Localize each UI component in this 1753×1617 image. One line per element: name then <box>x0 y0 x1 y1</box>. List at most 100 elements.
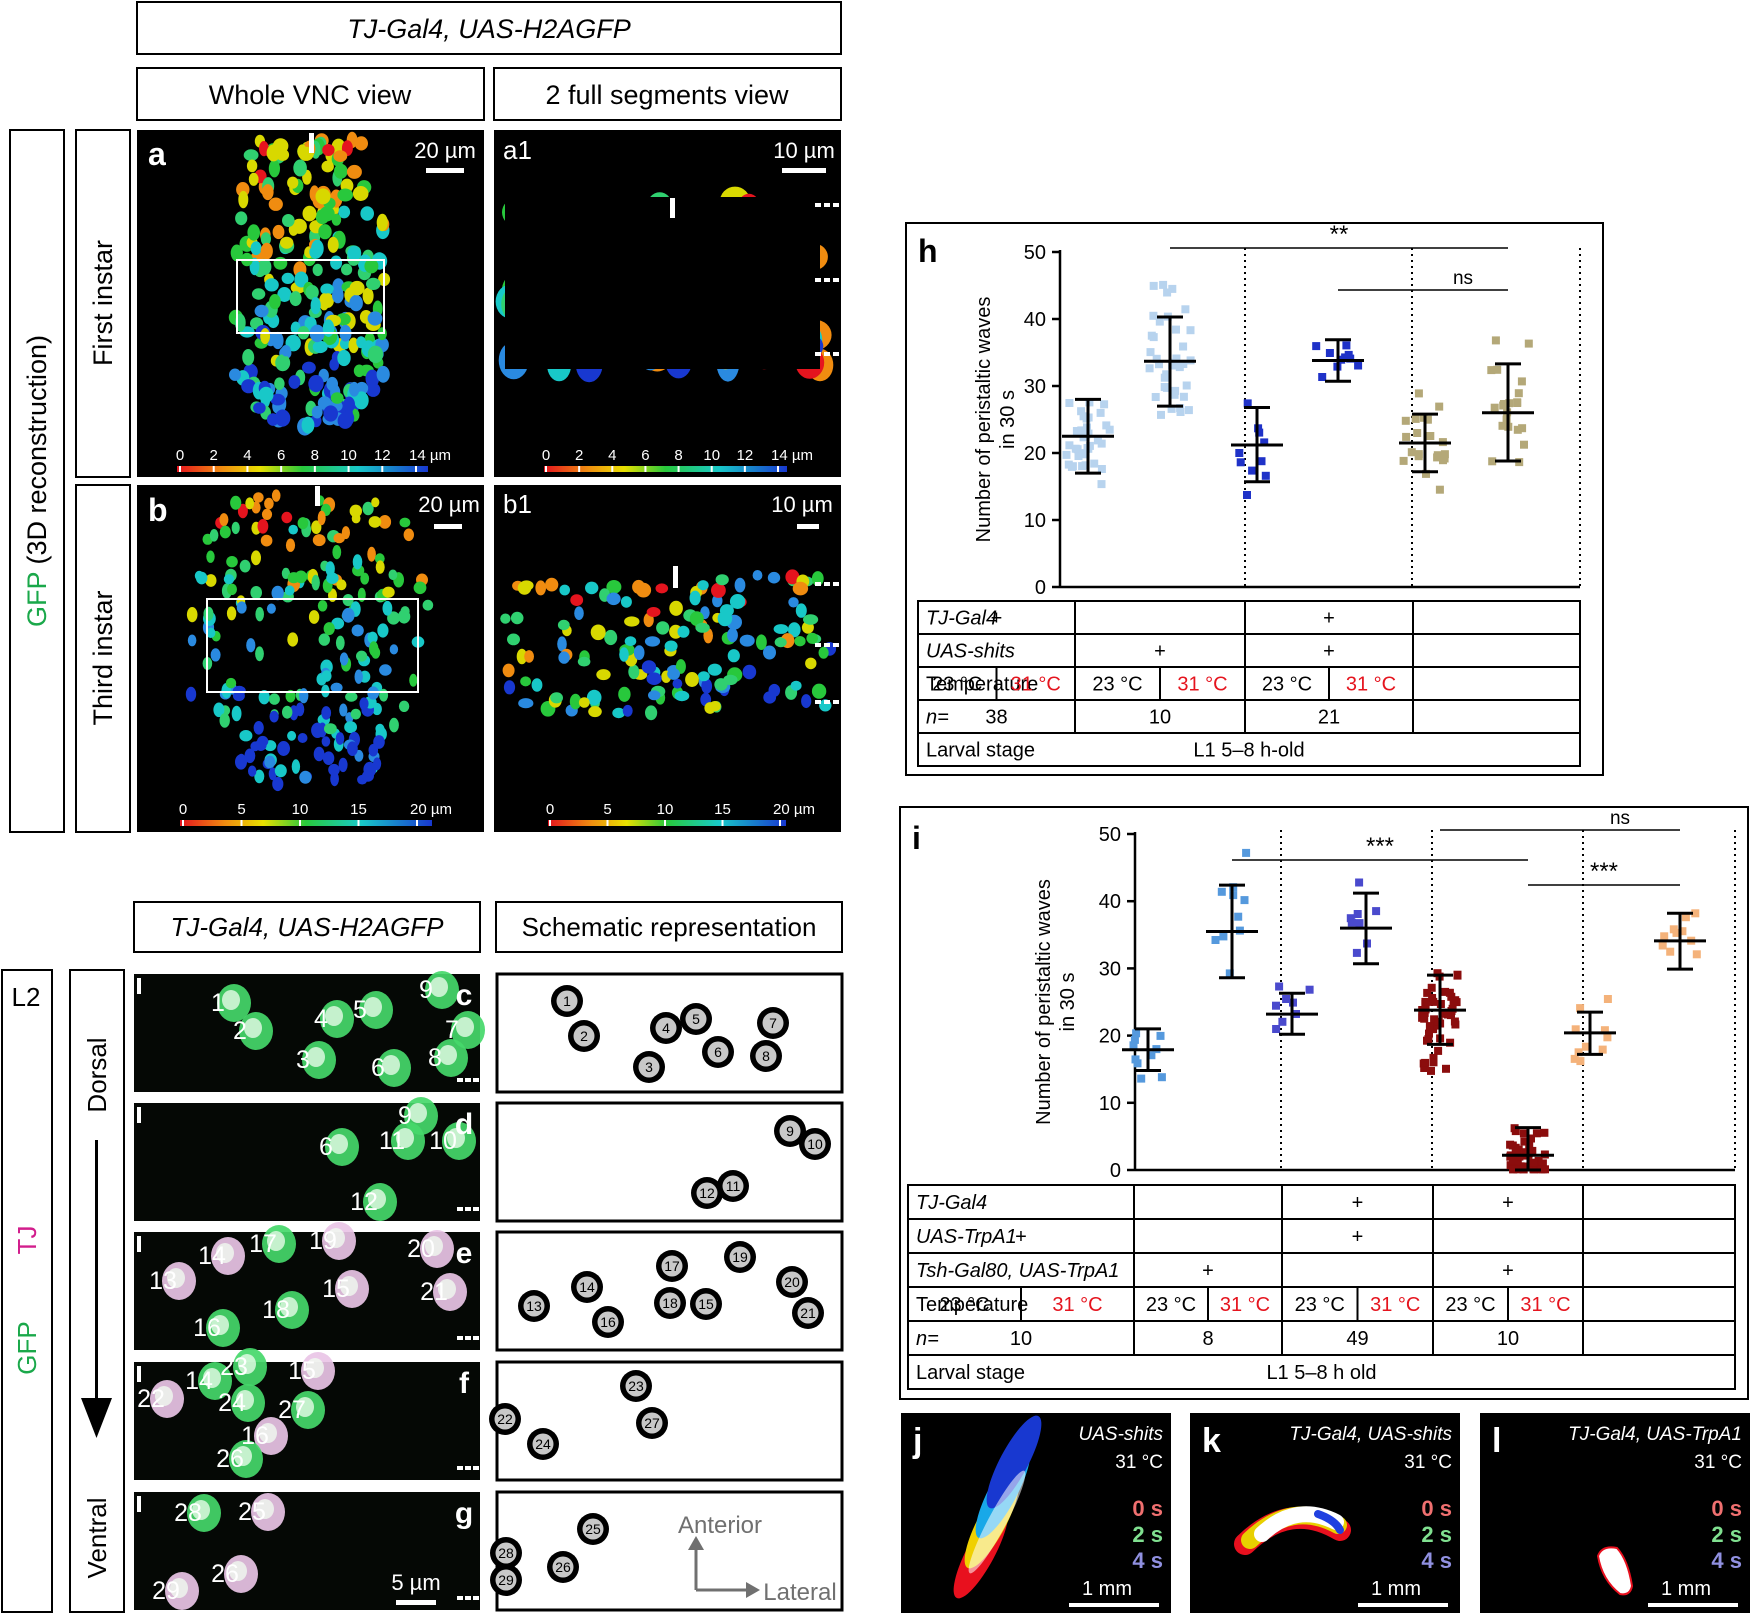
panel-b-nuclei <box>185 489 434 792</box>
data-point <box>1658 941 1667 950</box>
panel-letter-l: l <box>1492 1422 1501 1460</box>
schematic-cell-fill <box>495 1569 517 1591</box>
schematic-cell-fill <box>762 1012 784 1034</box>
panel-a-letter: a <box>148 136 166 172</box>
nucleus <box>327 236 339 253</box>
schematic-cell-fill <box>779 1120 801 1142</box>
nucleus <box>739 634 755 647</box>
data-point <box>1235 449 1244 457</box>
temperature-31: 31 °C <box>1052 1294 1102 1316</box>
midline-marker <box>137 1236 141 1252</box>
panel-b1-letter: b1 <box>503 489 532 519</box>
panel-letter-g: g <box>455 1497 473 1530</box>
significance-label: ns <box>1453 268 1473 289</box>
data-point <box>1225 969 1234 978</box>
colorbar-tick <box>677 466 680 472</box>
nucleus <box>213 702 225 718</box>
segment-marker <box>465 1596 471 1600</box>
nucleus <box>331 213 342 226</box>
colorbar-tick-label: 0 <box>176 447 184 464</box>
data-point <box>1413 429 1422 437</box>
data-point <box>1065 399 1074 407</box>
y-tick-label: 50 <box>1024 242 1046 264</box>
table-row-label: Temperature <box>926 674 1038 696</box>
nucleus <box>246 638 256 653</box>
nucleus <box>260 534 273 547</box>
colorbar-tick <box>313 466 316 472</box>
nucleus <box>788 597 799 608</box>
track-scalebar <box>1358 1603 1448 1607</box>
schematic-cell-label: 19 <box>732 1249 748 1265</box>
nucleus <box>338 757 348 773</box>
nucleus <box>672 678 683 689</box>
nucleus <box>210 648 221 662</box>
data-point <box>1414 450 1423 459</box>
schematic-cell-fill <box>638 1056 660 1078</box>
table-cell: + <box>1352 1192 1364 1214</box>
data-point <box>1399 456 1408 465</box>
nucleus <box>258 690 270 705</box>
nucleus <box>268 159 280 178</box>
lateral-arrow-head <box>746 1582 760 1598</box>
nucleus <box>308 375 324 393</box>
schematic-cell-label: 11 <box>726 1178 741 1194</box>
schematic-cell-fill <box>582 1518 604 1540</box>
nucleus <box>519 580 534 591</box>
data-point <box>1518 424 1527 433</box>
data-group-1 <box>1122 1027 1174 1083</box>
nucleus-core <box>364 997 382 1017</box>
data-point <box>1184 406 1193 415</box>
nucleus <box>367 311 383 326</box>
nucleus <box>258 386 274 403</box>
nucleus <box>315 209 330 225</box>
nucleus-core <box>447 1128 465 1148</box>
segment-marker <box>457 1466 463 1470</box>
table-cell: + <box>1154 641 1166 663</box>
nucleus <box>341 410 355 426</box>
data-point <box>1272 1001 1280 1010</box>
schematic-cell-label: 1 <box>563 993 571 1009</box>
nucleus <box>577 656 591 667</box>
colorbar-tick <box>549 820 551 826</box>
nucleus <box>348 337 359 354</box>
cell-number-label: 29 <box>152 1577 180 1605</box>
data-point <box>1576 1004 1585 1013</box>
nucleus <box>299 688 309 704</box>
body-position-overlay <box>986 1415 1042 1509</box>
nucleus-core <box>306 1358 324 1378</box>
schematic-cell-label: 13 <box>526 1298 542 1314</box>
track-scalebar-label: 1 mm <box>1082 1578 1132 1600</box>
colorbar-tick <box>545 466 547 472</box>
data-point <box>1355 919 1364 928</box>
data-point <box>1132 1029 1141 1038</box>
data-point <box>1425 1029 1433 1038</box>
data-point <box>1157 410 1165 419</box>
nucleus <box>586 689 602 706</box>
nucleus <box>295 702 305 717</box>
data-group-3 <box>1266 982 1318 1036</box>
nucleus <box>331 617 345 630</box>
schematic-cell-label: 23 <box>628 1378 644 1394</box>
data-point <box>1219 932 1228 941</box>
nucleus-core <box>170 1578 188 1598</box>
nucleus <box>516 648 528 665</box>
data-point <box>1520 1137 1529 1146</box>
gfp-reconstruction-label: GFP (3D reconstruction) <box>22 335 52 627</box>
nucleus <box>376 213 388 232</box>
nucleus-core <box>307 1047 325 1067</box>
temperature-23: 23 °C <box>1146 1294 1196 1316</box>
cell-number-label: 23 <box>220 1353 248 1381</box>
data-point <box>1278 1017 1287 1026</box>
data-point <box>1170 390 1179 399</box>
table-cell: + <box>991 608 1003 630</box>
nucleus <box>655 583 669 594</box>
nucleus <box>695 622 710 633</box>
nucleus <box>284 585 295 596</box>
nucleus <box>287 730 297 741</box>
nucleus <box>376 365 390 383</box>
nucleus <box>620 596 632 608</box>
data-group-6 <box>1502 1124 1554 1174</box>
segment-marker <box>473 1466 479 1470</box>
segment-marker <box>473 1078 479 1082</box>
nucleus <box>352 554 363 570</box>
